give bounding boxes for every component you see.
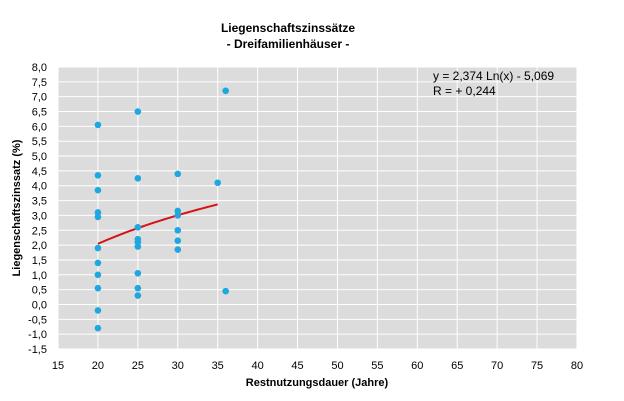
- grid: [57, 66, 578, 350]
- data-point: [222, 287, 229, 295]
- data-point: [134, 223, 142, 231]
- x-tick-label: 80: [571, 360, 583, 372]
- data-point: [94, 271, 102, 279]
- data-point: [94, 172, 102, 179]
- trendline: [97, 203, 218, 245]
- x-tick-label: 30: [172, 360, 184, 372]
- x-axis-ticks: 15 20 25 30 35 40 45 50 55 60 65 70 75 80: [52, 360, 583, 372]
- x-tick-label: 15: [52, 360, 64, 372]
- chart-subtitle: - Dreifamilienhäuser -: [227, 37, 350, 51]
- plot-area: [58, 67, 577, 349]
- y-tick-label: -1,0: [28, 329, 47, 341]
- x-tick-label: 20: [92, 360, 104, 372]
- data-point: [134, 270, 142, 277]
- y-tick-label: 0,5: [32, 285, 47, 297]
- y-tick-label: 3,5: [32, 196, 47, 208]
- data-point: [214, 179, 221, 187]
- data-point: [174, 212, 182, 219]
- y-tick-label: 5,5: [32, 136, 47, 148]
- data-point: [94, 213, 102, 221]
- y-tick-label: 8,0: [32, 62, 47, 74]
- data-point: [134, 284, 142, 292]
- y-tick-label: 2,0: [32, 240, 47, 252]
- y-tick-label: 7,0: [32, 92, 47, 104]
- y-tick-label: 3,0: [32, 210, 47, 222]
- y-axis-label: Liegenschaftszinssatz (%): [11, 139, 23, 276]
- y-tick-label: 6,5: [32, 107, 47, 119]
- data-point: [222, 87, 229, 95]
- y-tick-label: -0,5: [28, 314, 47, 326]
- data-point: [94, 259, 102, 267]
- data-point: [174, 246, 182, 253]
- data-point: [94, 284, 102, 292]
- correlation-coefficient: R = + 0,244: [433, 84, 496, 98]
- data-point: [174, 226, 182, 234]
- y-tick-label: 4,5: [32, 166, 47, 178]
- data-point: [134, 108, 142, 115]
- x-tick-label: 55: [371, 360, 383, 372]
- data-point: [94, 121, 102, 129]
- y-axis-ticks: 8,0 7,5 7,0 6,5 6,0 5,5 5,0 4,5 4,0 3,5 3,0 2,5 2,0 1…: [28, 62, 47, 356]
- x-tick-label: 50: [331, 360, 343, 372]
- data-point: [94, 186, 102, 194]
- y-tick-label: 1,5: [32, 255, 47, 267]
- data-point: [94, 324, 102, 332]
- data-point: [134, 175, 142, 182]
- y-tick-label: 4,0: [32, 181, 47, 193]
- y-tick-label: 0,0: [32, 299, 47, 311]
- x-tick-label: 35: [212, 360, 224, 372]
- x-axis-label: Restnutzungsdauer (Jahre): [246, 377, 389, 389]
- chart-title: Liegenschaftszinssätze: [221, 21, 355, 35]
- x-tick-label: 45: [291, 360, 303, 372]
- data-point: [94, 307, 102, 314]
- x-tick-label: 60: [411, 360, 423, 372]
- data-point: [134, 243, 142, 250]
- trendline-equation: y = 2,374 Ln(x) - 5,069: [433, 69, 554, 83]
- y-tick-label: 7,5: [32, 77, 47, 89]
- x-tick-label: 65: [451, 360, 463, 372]
- y-tick-label: -1,5: [28, 344, 47, 356]
- y-tick-label: 1,0: [32, 270, 47, 282]
- x-tick-label: 25: [132, 360, 144, 372]
- data-point: [174, 170, 182, 178]
- data-points: [94, 87, 229, 332]
- y-tick-label: 6,0: [32, 121, 47, 133]
- y-tick-label: 5,0: [32, 151, 47, 163]
- x-tick-label: 70: [491, 360, 503, 372]
- data-point: [134, 292, 142, 299]
- x-tick-label: 40: [251, 360, 263, 372]
- x-tick-label: 75: [531, 360, 543, 372]
- data-point: [174, 237, 182, 244]
- y-tick-label: 2,5: [32, 225, 47, 237]
- data-point: [94, 244, 102, 252]
